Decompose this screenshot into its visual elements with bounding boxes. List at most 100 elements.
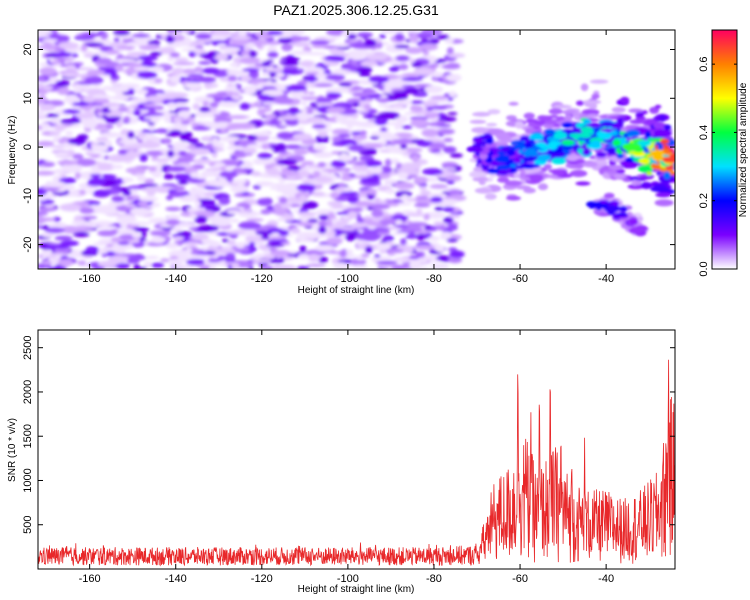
noise-blob [353,161,368,166]
noise-blob [424,225,432,231]
noise-blob [229,62,239,68]
noise-blob [270,249,291,257]
noise-blob [360,60,378,67]
noise-blob [261,143,271,150]
noise-blob [392,232,408,236]
noise-blob [387,94,409,101]
noise-blob [117,241,130,246]
noise-blob [285,84,308,92]
noise-blob [188,50,196,58]
noise-blob [401,125,413,130]
noise-blob [227,239,237,246]
spectrogram-frame [37,29,676,270]
noise-blob [423,100,439,106]
noise-blob [139,153,148,162]
noise-blob [337,154,354,162]
signal-blob [604,192,615,199]
signal-blob [497,169,509,176]
noise-blob [435,245,445,253]
noise-blob [137,201,149,207]
noise-blob [194,200,201,208]
spectrogram-y-label: Frequency (Hz) [7,116,18,185]
noise-blob [139,141,161,149]
noise-blob [271,145,287,151]
noise-blob [262,107,272,112]
noise-blob [166,166,187,172]
noise-blob [365,246,373,254]
noise-blob [121,135,128,141]
noise-blob [306,263,326,268]
noise-blob [54,235,73,241]
noise-blob [163,173,175,180]
noise-blob [346,124,353,129]
signal-blob [660,138,670,144]
noise-blob [128,255,146,261]
noise-blob [403,246,414,254]
noise-blob [317,162,327,167]
noise-blob [65,94,79,102]
noise-blob [71,249,79,255]
noise-blob [121,144,143,150]
noise-blob [38,197,47,201]
noise-blob [434,152,445,156]
noise-blob [299,164,307,169]
noise-blob [314,244,335,252]
noise-blob [218,197,231,205]
signal-blob [523,155,535,163]
noise-blob [334,43,350,48]
noise-blob [79,207,95,214]
signal-blob [611,106,626,113]
colorbar-label: Normalized spectral amplitude [738,82,749,217]
noise-blob [42,260,52,266]
noise-blob [412,92,429,97]
noise-blob [225,252,236,260]
noise-blob [119,222,128,228]
x-tick-label: -120 [251,573,273,585]
noise-blob [416,233,425,241]
signal-blob [487,109,501,115]
noise-blob [415,208,423,214]
noise-blob [201,203,218,208]
noise-blob [326,92,342,98]
noise-blob [312,124,327,129]
noise-blob [148,217,169,224]
noise-blob [371,209,384,218]
signal-blob [469,119,487,124]
colorbar-gradient [711,29,738,270]
noise-blob [390,215,409,220]
noise-blob [446,62,460,68]
signal-blob [485,137,494,145]
noise-blob [265,236,287,240]
noise-blob [359,155,374,161]
noise-blob [81,215,98,220]
noise-blob [54,151,69,157]
noise-blob [352,91,371,98]
signal-core [596,131,607,138]
noise-blob [211,152,218,159]
noise-blob [409,116,429,121]
signal-blob [582,161,598,168]
noise-blob [144,150,165,156]
noise-blob [384,158,392,167]
noise-blob [298,253,310,260]
noise-blob [205,93,228,98]
noise-blob [275,186,296,193]
noise-blob [401,77,423,82]
snr-panel: -160 -140 -120 -100 -80 -60 -40 500 1000 1500 200… [7,329,676,595]
noise-blob [117,107,129,112]
noise-blob [230,50,239,56]
noise-blob [423,49,429,57]
noise-blob [48,257,59,262]
noise-blob [226,83,234,87]
noise-blob [362,143,384,149]
noise-blob [338,170,346,174]
noise-blob [447,223,458,231]
noise-blob [281,109,303,114]
noise-blob [181,30,190,34]
signal-blob [508,101,519,106]
noise-blob [234,122,256,130]
noise-blob [324,36,341,40]
colorbar: 0.0 0.2 0.4 0.6 Normalized spectral amplitu… [698,29,749,277]
noise-blob [227,75,237,82]
